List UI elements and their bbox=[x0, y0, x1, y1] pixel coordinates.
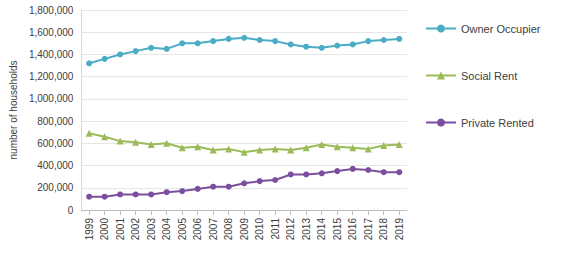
svg-text:2004: 2004 bbox=[161, 218, 172, 241]
svg-text:2005: 2005 bbox=[177, 218, 188, 241]
svg-text:1,800,000: 1,800,000 bbox=[29, 5, 74, 16]
svg-text:600,000: 600,000 bbox=[37, 138, 74, 149]
svg-text:Private Rented: Private Rented bbox=[461, 117, 534, 129]
svg-text:2007: 2007 bbox=[208, 218, 219, 241]
svg-text:2002: 2002 bbox=[130, 218, 141, 241]
svg-text:2010: 2010 bbox=[254, 218, 265, 241]
svg-text:2019: 2019 bbox=[394, 218, 405, 241]
svg-text:1999: 1999 bbox=[84, 218, 95, 241]
svg-text:2015: 2015 bbox=[332, 218, 343, 241]
svg-text:2011: 2011 bbox=[270, 218, 281, 240]
svg-text:200,000: 200,000 bbox=[37, 182, 74, 193]
svg-text:2008: 2008 bbox=[223, 218, 234, 241]
svg-text:0: 0 bbox=[68, 205, 74, 216]
svg-text:2016: 2016 bbox=[347, 218, 358, 241]
svg-text:2003: 2003 bbox=[146, 218, 157, 241]
svg-text:2009: 2009 bbox=[239, 218, 250, 241]
svg-text:1,400,000: 1,400,000 bbox=[29, 49, 74, 60]
svg-text:2000: 2000 bbox=[99, 218, 110, 241]
svg-text:2013: 2013 bbox=[301, 218, 312, 241]
svg-text:2006: 2006 bbox=[192, 218, 203, 241]
svg-text:2018: 2018 bbox=[378, 218, 389, 241]
svg-text:2017: 2017 bbox=[363, 218, 374, 241]
svg-text:1,200,000: 1,200,000 bbox=[29, 71, 74, 82]
svg-text:1,600,000: 1,600,000 bbox=[29, 27, 74, 38]
svg-text:2001: 2001 bbox=[115, 218, 126, 241]
svg-text:1,000,000: 1,000,000 bbox=[29, 93, 74, 104]
svg-text:2012: 2012 bbox=[285, 218, 296, 241]
svg-text:800,000: 800,000 bbox=[37, 116, 74, 127]
svg-text:2014: 2014 bbox=[316, 218, 327, 241]
svg-text:Owner Occupier: Owner Occupier bbox=[461, 23, 541, 35]
svg-text:400,000: 400,000 bbox=[37, 160, 74, 171]
svg-text:Social Rent: Social Rent bbox=[461, 70, 517, 82]
svg-text:number of households: number of households bbox=[8, 61, 19, 160]
